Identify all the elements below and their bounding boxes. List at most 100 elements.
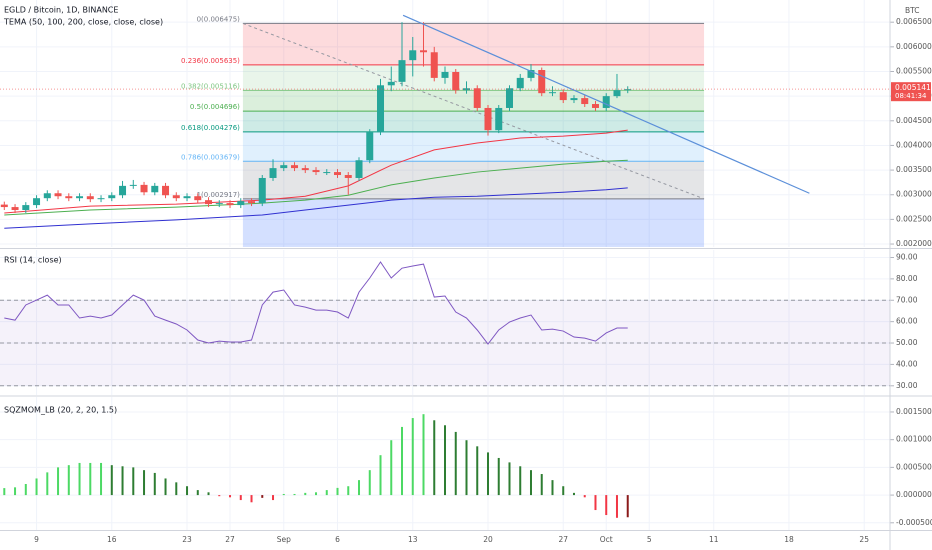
x-tick-label: Oct <box>600 535 613 544</box>
x-tick-label: 18 <box>784 535 794 544</box>
candle-body <box>344 175 352 178</box>
y-tick-label: 0.002500 <box>896 214 932 223</box>
candle-body <box>366 132 374 161</box>
y-tick-label: 0.006500 <box>896 17 932 26</box>
y-tick-label: 0.006000 <box>896 42 932 51</box>
fib-zone <box>242 64 705 91</box>
momentum-bar <box>508 462 511 496</box>
candle-body <box>312 170 320 173</box>
momentum-bar <box>250 495 253 503</box>
momentum-bar <box>497 457 500 496</box>
candle-body <box>22 205 30 211</box>
last-price-label: 0.005141 <box>895 83 931 92</box>
candle-body <box>473 88 481 108</box>
momentum-bar <box>379 455 382 496</box>
candle-body <box>323 172 331 174</box>
x-tick-label: 16 <box>107 535 117 544</box>
y-tick-label: 0.005500 <box>896 66 932 75</box>
candle-body <box>334 172 342 176</box>
fib-label: 0.382(0.005116) <box>181 82 240 90</box>
fib-zone <box>242 198 705 247</box>
momentum-bar <box>304 492 307 496</box>
momentum-bar <box>358 480 361 496</box>
momentum-bar <box>3 488 6 496</box>
fib-zone <box>242 90 705 112</box>
candle-body <box>172 195 180 199</box>
momentum-bar <box>390 440 393 496</box>
momentum-bar <box>196 490 199 496</box>
candle-body <box>119 185 127 196</box>
candle-body <box>559 92 567 101</box>
momentum-bar <box>583 495 586 498</box>
x-tick-label: 5 <box>647 535 652 544</box>
candle-body <box>194 196 202 201</box>
momentum-bar <box>110 465 113 496</box>
y-tick-label: 30.00 <box>896 381 918 390</box>
candle-body <box>108 195 116 199</box>
momentum-bar <box>444 425 446 496</box>
candle-body <box>527 70 535 78</box>
candle-body <box>462 88 470 91</box>
candle-body <box>377 85 385 133</box>
momentum-bar <box>282 493 285 496</box>
candle-body <box>548 92 556 94</box>
candle-body <box>301 168 309 171</box>
momentum-bar <box>325 490 328 496</box>
x-tick-label: Sep <box>277 535 291 544</box>
candle-body <box>54 193 62 197</box>
chart-title: EGLD / Bitcoin, 1D, BINANCE <box>4 6 118 15</box>
moving-average <box>4 129 628 214</box>
momentum-bar <box>272 495 275 501</box>
momentum-bar <box>411 418 414 496</box>
momentum-bar <box>24 484 27 496</box>
y-tick-label: 70.00 <box>896 295 918 304</box>
candle-body <box>484 107 492 131</box>
momentum-bar <box>433 420 436 496</box>
y-tick-label: 0.004500 <box>896 116 932 125</box>
y-tick-label: 0.000500 <box>896 462 932 471</box>
fib-trend <box>242 22 705 200</box>
candle-body <box>538 70 546 94</box>
y-tick-label: 0.003000 <box>896 190 932 199</box>
fib-label: 0.236(0.005635) <box>181 57 240 65</box>
candle-body <box>441 71 449 78</box>
momentum-bar <box>347 486 350 496</box>
momentum-bar <box>422 414 425 496</box>
candle-body <box>280 165 288 169</box>
candle-body <box>591 104 599 108</box>
candle-body <box>624 89 632 91</box>
candle-body <box>76 196 84 199</box>
momentum-bar <box>562 486 565 496</box>
y-tick-label: 90.00 <box>896 252 918 261</box>
candle-body <box>398 60 406 82</box>
candle-body <box>33 198 41 206</box>
y-tick-label: 0.002000 <box>896 239 932 248</box>
candle-body <box>97 198 105 200</box>
fib-label: 0(0.006475) <box>197 15 241 23</box>
candle-body <box>65 196 73 199</box>
candle-body <box>291 165 299 169</box>
momentum-bar <box>315 492 318 496</box>
momentum-bar <box>519 466 522 496</box>
momentum-bar <box>615 495 618 518</box>
momentum-bar <box>594 495 597 511</box>
x-tick-label: 6 <box>335 535 340 544</box>
y-tick-label: 40.00 <box>896 359 918 368</box>
x-tick-label: 13 <box>408 535 418 544</box>
fib-zone <box>242 23 705 65</box>
momentum-bar <box>605 495 608 516</box>
momentum-bar <box>186 486 189 496</box>
momentum-bar <box>336 487 339 496</box>
momentum-bar <box>218 495 221 497</box>
y-tick-label: 60.00 <box>896 317 918 326</box>
momentum-bar <box>57 467 60 496</box>
momentum-bar <box>540 474 543 496</box>
fib-zone <box>242 131 705 162</box>
momentum-bar <box>35 478 38 496</box>
y-tick-label: 0.000000 <box>896 490 932 499</box>
candle-body <box>269 168 277 178</box>
candle-body <box>570 98 578 101</box>
y-tick-label: -0.000500 <box>896 518 932 527</box>
candle-body <box>258 177 266 204</box>
